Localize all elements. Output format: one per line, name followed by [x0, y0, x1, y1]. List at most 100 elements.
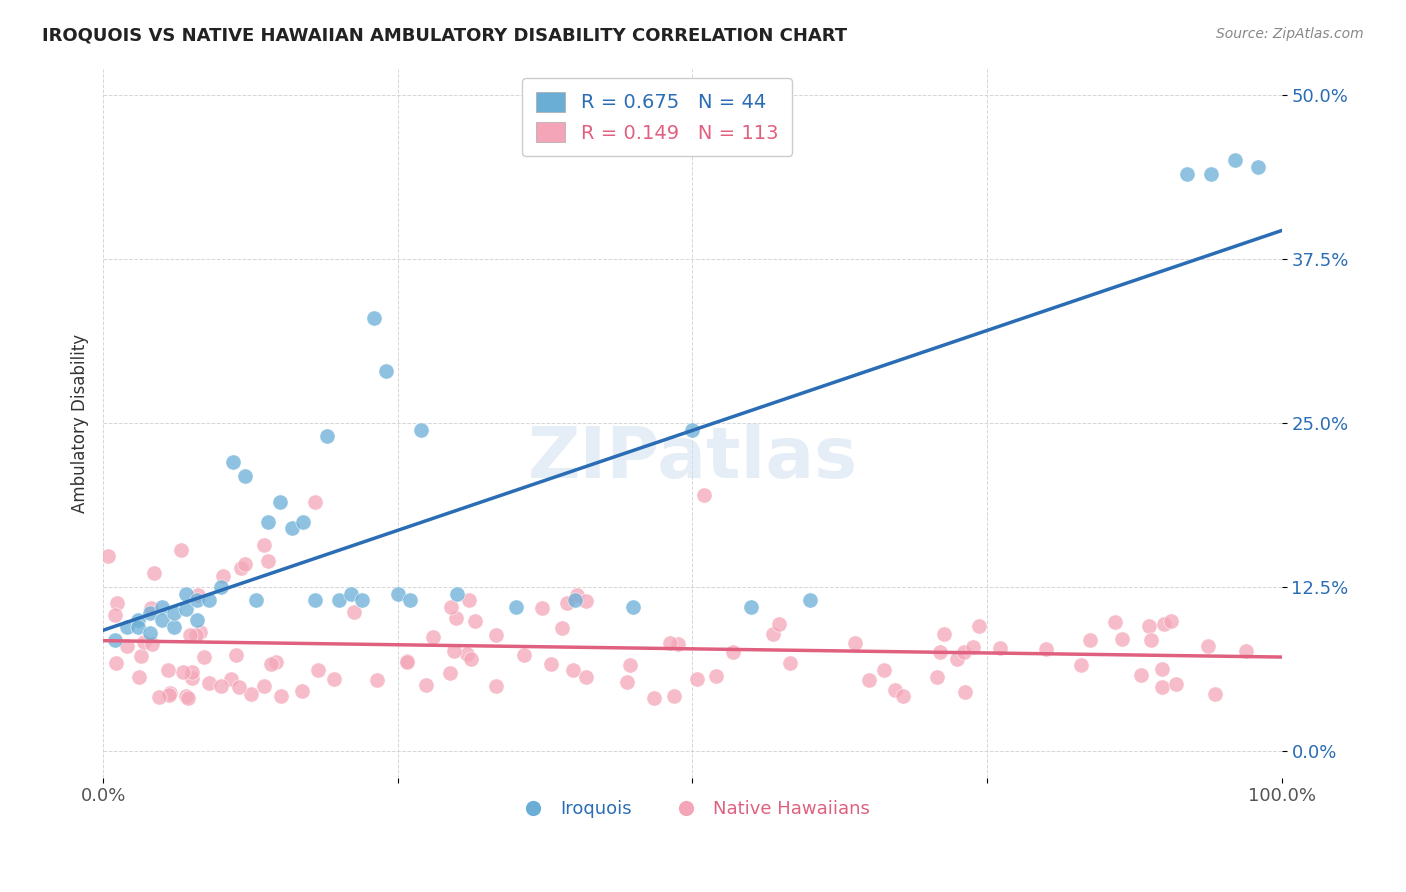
Point: [179, 628, 201, 642]
Text: ZIPatlas: ZIPatlas: [527, 424, 858, 493]
Point: [339, 587, 361, 601]
Point: [316, 429, 339, 443]
Point: [446, 587, 468, 601]
Point: [132, 635, 155, 649]
Point: [174, 689, 197, 703]
Point: [513, 648, 536, 662]
Point: [658, 635, 681, 649]
Point: [934, 627, 956, 641]
Point: [174, 602, 197, 616]
Point: [172, 665, 194, 680]
Point: [1150, 680, 1173, 694]
Point: [253, 679, 276, 693]
Point: [561, 663, 583, 677]
Point: [411, 423, 433, 437]
Point: [945, 652, 967, 666]
Point: [891, 689, 914, 703]
Point: [139, 601, 162, 615]
Point: [188, 625, 211, 640]
Point: [456, 647, 478, 661]
Point: [387, 587, 409, 601]
Point: [799, 593, 821, 607]
Point: [460, 652, 482, 666]
Point: [104, 632, 127, 647]
Point: [550, 621, 572, 635]
Point: [363, 310, 385, 325]
Point: [458, 593, 481, 607]
Point: [143, 566, 166, 581]
Text: IROQUOIS VS NATIVE HAWAIIAN AMBULATORY DISABILITY CORRELATION CHART: IROQUOIS VS NATIVE HAWAIIAN AMBULATORY D…: [42, 27, 848, 45]
Point: [260, 657, 283, 671]
Point: [280, 521, 302, 535]
Point: [269, 495, 291, 509]
Point: [157, 688, 180, 702]
Point: [398, 593, 420, 607]
Point: [209, 580, 232, 594]
Point: [240, 687, 263, 701]
Point: [304, 593, 326, 607]
Point: [666, 637, 689, 651]
Point: [685, 673, 707, 687]
Point: [328, 593, 350, 607]
Point: [1160, 614, 1182, 628]
Point: [540, 657, 562, 671]
Point: [129, 648, 152, 663]
Point: [180, 665, 202, 679]
Point: [565, 587, 588, 601]
Point: [1070, 658, 1092, 673]
Point: [174, 587, 197, 601]
Point: [1111, 632, 1133, 646]
Point: [485, 628, 508, 642]
Point: [141, 637, 163, 651]
Text: Source: ZipAtlas.com: Source: ZipAtlas.com: [1216, 27, 1364, 41]
Point: [616, 675, 638, 690]
Point: [1199, 167, 1222, 181]
Point: [955, 684, 977, 698]
Point: [768, 616, 790, 631]
Point: [1247, 160, 1270, 174]
Point: [96, 549, 118, 563]
Point: [762, 626, 785, 640]
Point: [323, 672, 346, 686]
Point: [422, 630, 444, 644]
Point: [1140, 632, 1163, 647]
Point: [150, 613, 173, 627]
Point: [1197, 639, 1219, 653]
Point: [1234, 644, 1257, 658]
Point: [159, 686, 181, 700]
Point: [148, 690, 170, 704]
Point: [115, 640, 138, 654]
Point: [343, 605, 366, 619]
Point: [186, 613, 208, 627]
Point: [844, 635, 866, 649]
Point: [1204, 687, 1226, 701]
Point: [352, 593, 374, 607]
Point: [439, 666, 461, 681]
Point: [564, 593, 586, 607]
Point: [219, 672, 242, 686]
Point: [706, 669, 728, 683]
Point: [291, 684, 314, 698]
Point: [1129, 667, 1152, 681]
Point: [212, 568, 235, 582]
Point: [229, 561, 252, 575]
Legend: Iroquois, Native Hawaiians: Iroquois, Native Hawaiians: [508, 793, 877, 825]
Point: [209, 679, 232, 693]
Point: [198, 676, 221, 690]
Point: [1223, 153, 1246, 168]
Point: [184, 628, 207, 642]
Point: [485, 679, 508, 693]
Point: [872, 663, 894, 677]
Point: [723, 645, 745, 659]
Point: [139, 626, 162, 640]
Point: [180, 671, 202, 685]
Point: [187, 588, 209, 602]
Point: [779, 657, 801, 671]
Point: [1137, 619, 1160, 633]
Point: [444, 611, 467, 625]
Point: [858, 673, 880, 688]
Point: [128, 670, 150, 684]
Point: [139, 607, 162, 621]
Point: [186, 593, 208, 607]
Point: [962, 640, 984, 654]
